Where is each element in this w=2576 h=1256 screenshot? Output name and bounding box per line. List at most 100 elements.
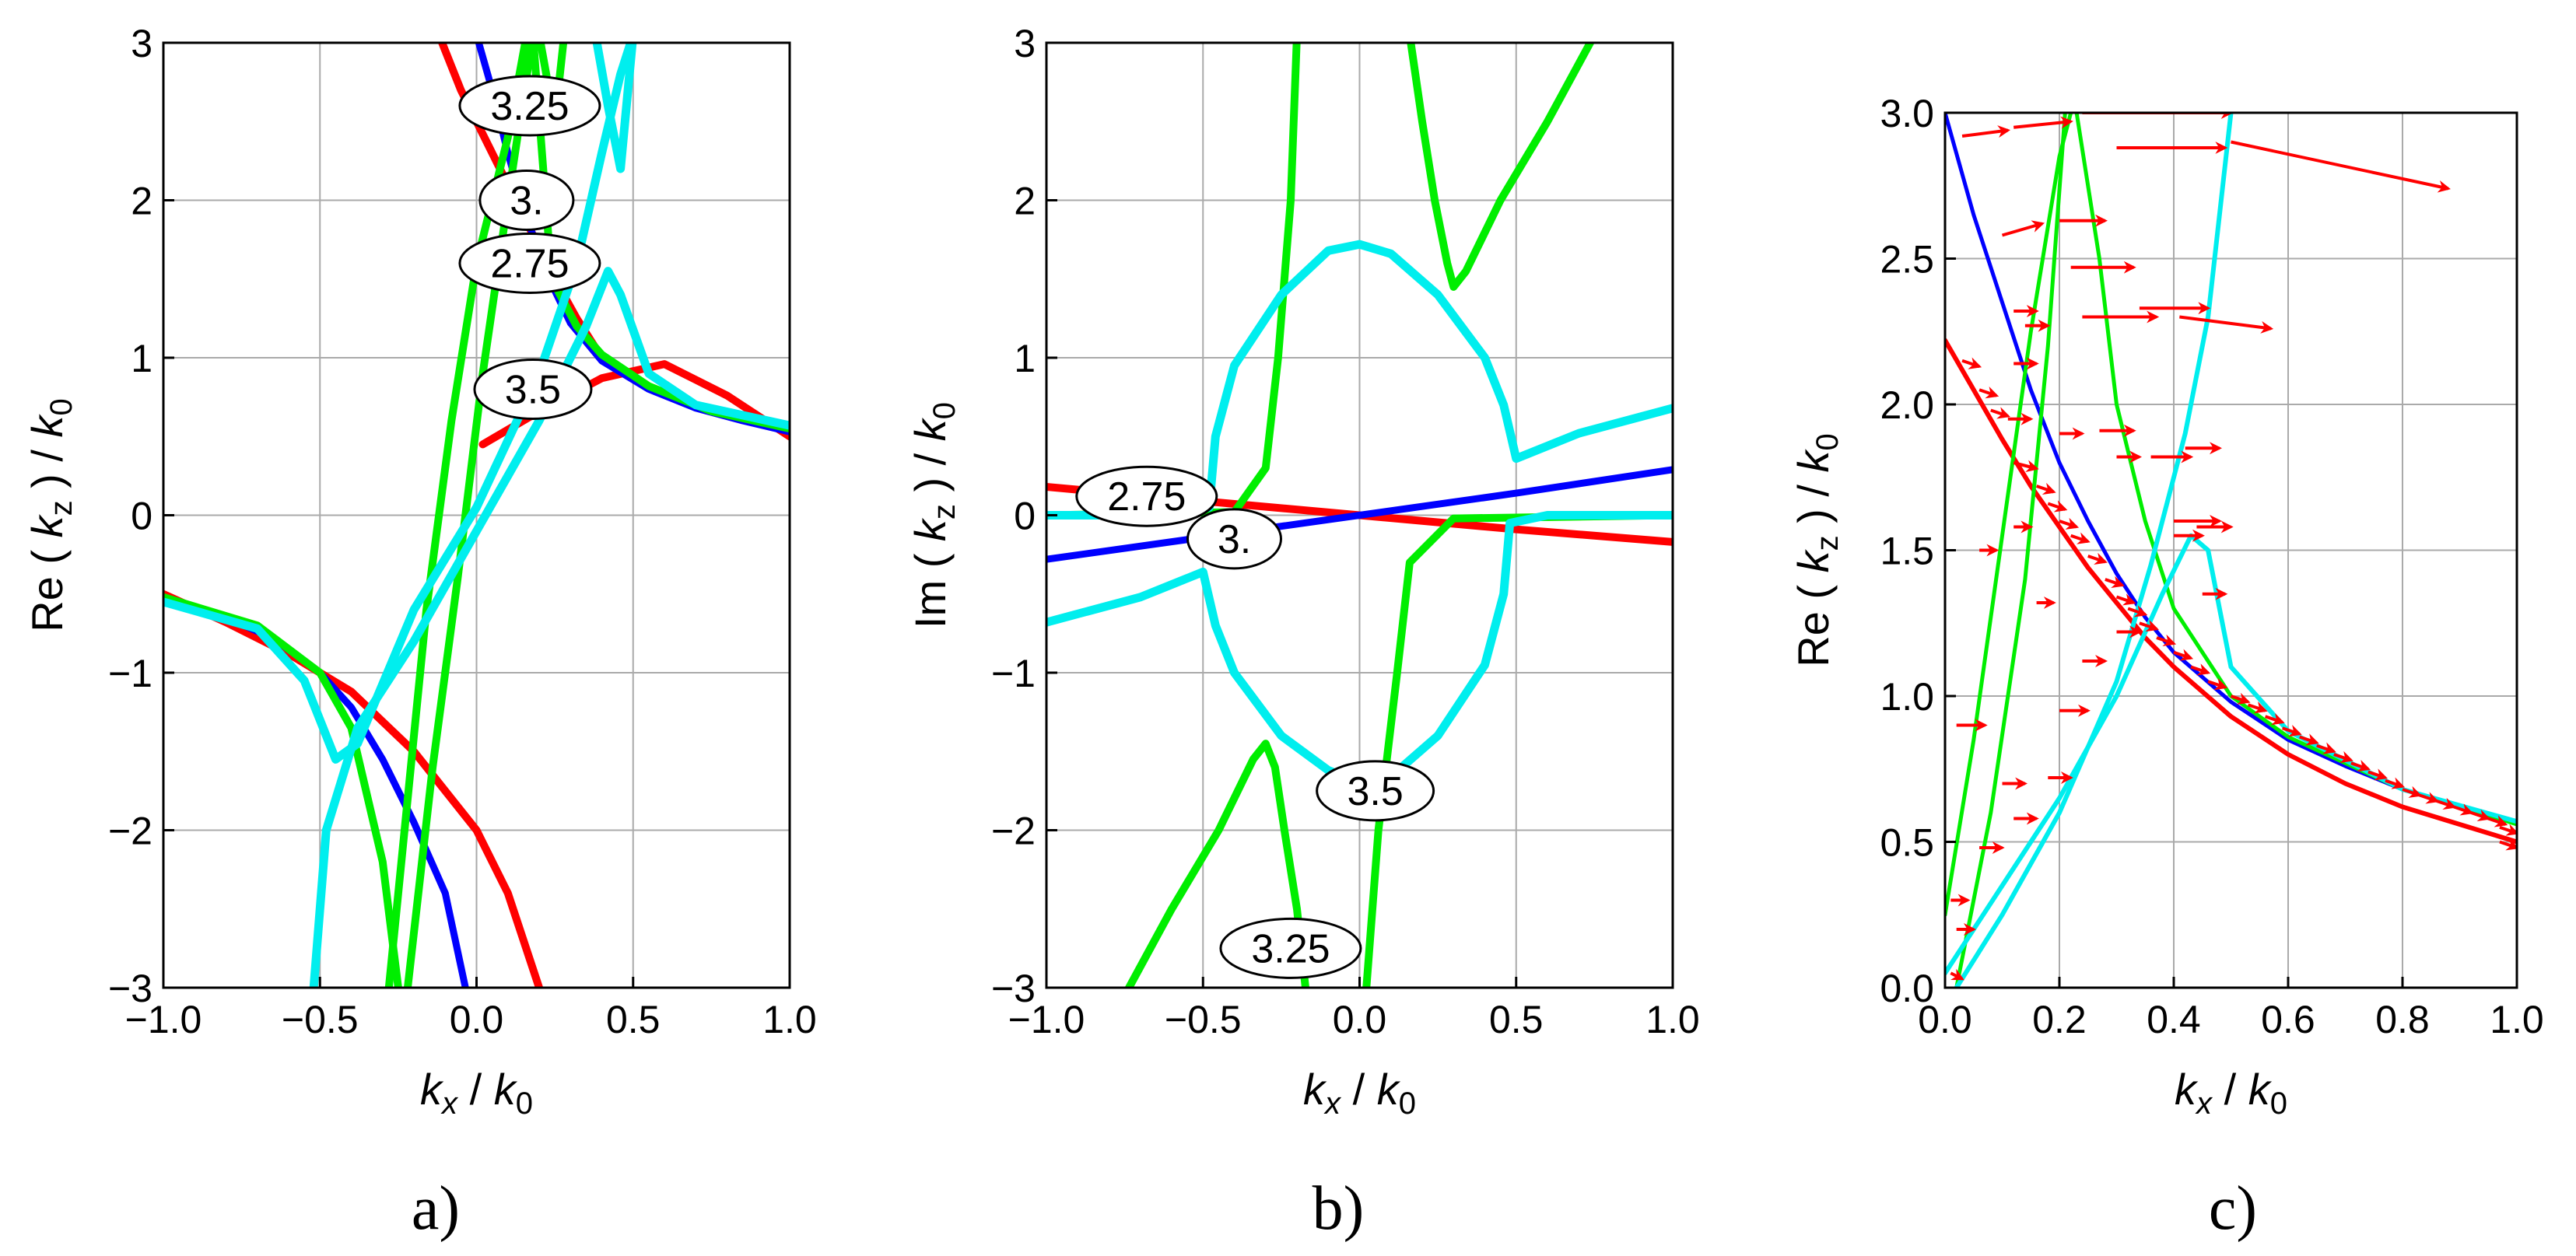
vector-arrow [2499, 838, 2517, 851]
x-axis-label: kx / k0 [420, 1065, 533, 1121]
contour-label-text: 2.75 [490, 242, 569, 287]
x-tick-label: 0.0 [1918, 998, 1972, 1041]
vector-arrow [2436, 797, 2457, 810]
vector-arrow [2207, 678, 2228, 691]
y-tick-label: 1 [131, 337, 152, 380]
vector-arrow [2105, 576, 2125, 588]
vector-arrow [2127, 605, 2148, 618]
contour-label: 3.25 [1219, 917, 1362, 979]
vector-arrow [2453, 803, 2474, 816]
plot-area-c [1945, 113, 2517, 988]
y-tick-label: −3 [108, 967, 152, 1010]
contour-label-ellipse [1075, 465, 1218, 527]
panel-label-b: b) [1313, 1174, 1365, 1243]
x-axis-label: kx / k0 [2175, 1065, 2287, 1121]
x-tick-label: −1.0 [1008, 998, 1085, 1041]
contour-label-text: 3.25 [1251, 926, 1330, 971]
y-tick-label: 2.0 [1880, 383, 1934, 427]
x-tick-label: 0.0 [450, 998, 504, 1041]
x-tick-label: 0.8 [2375, 998, 2430, 1041]
y-tick-label: 2 [1014, 180, 1036, 223]
y-tick-label: −2 [108, 810, 152, 853]
panel-c: 0.0 0.2 0.4 0.6 0.8 1.0 0.0 0.5 1.0 1.5 2.0 2.5 3.0 k… [1789, 92, 2544, 1243]
y-tick-label: 0.0 [1880, 967, 1934, 1010]
y-tick-label: −3 [991, 967, 1036, 1010]
contour-label-text: 3.5 [505, 368, 561, 413]
panel-label-a: a) [412, 1174, 460, 1243]
y-tick-label: 1.5 [1880, 530, 1934, 573]
vector-arrow [2402, 785, 2423, 798]
vector-arrow [2316, 742, 2336, 754]
series-green-line [1362, 511, 1673, 988]
vector-arrow [2487, 815, 2508, 827]
vector-arrow [2230, 692, 2251, 705]
panel-a: −1.0 −0.5 0.0 0.5 1.0 −3 −2 −1 0 1 2 3 kx / k0 Re ( k… [23, 22, 817, 1243]
series-cyan-line [1945, 533, 2517, 976]
plot-area-a [163, 43, 790, 988]
vector-arrow [2087, 552, 2108, 565]
vector-arrow [2385, 777, 2406, 789]
series-green-line [384, 43, 530, 988]
contour-label-ellipse [458, 75, 601, 137]
vector-arrow [2247, 701, 2268, 714]
vector-arrow [1990, 407, 2010, 419]
y-tick-label: −1 [108, 652, 152, 695]
vector-arrow [2282, 725, 2302, 737]
x-tick-label: −0.5 [282, 998, 359, 1041]
vector-arrow [2179, 315, 2274, 334]
panel-b: −1.0 −0.5 0.0 0.5 1.0 −3 −2 −1 0 1 2 3 kx / k0 Im ( k… [906, 22, 1700, 1243]
contour-label-ellipse [478, 170, 575, 231]
contour-label-text: 3. [510, 179, 543, 224]
vector-arrow [2470, 809, 2491, 821]
contour-label-text: 2.75 [1107, 474, 1186, 520]
x-tick-label: 0.6 [2261, 998, 2315, 1041]
y-tick-label: −2 [991, 810, 1036, 853]
x-tick-label: 0.5 [1489, 998, 1544, 1041]
y-tick-label: 1 [1014, 337, 1036, 380]
x-tick-label: −0.5 [1165, 998, 1242, 1041]
series-cyan-line [592, 43, 637, 173]
y-axis-label: Im ( kz ) / k0 [906, 402, 962, 628]
vector-arrow [2156, 634, 2177, 646]
x-tick-label: 1.0 [762, 998, 817, 1041]
y-tick-label: 2.5 [1880, 238, 1934, 282]
series-cyan-line [1954, 113, 2234, 988]
y-tick-label: 0 [1014, 495, 1036, 538]
vector-arrow [2035, 482, 2056, 495]
x-axis-label: kx / k0 [1303, 1065, 1416, 1121]
vector-arrow [2333, 750, 2353, 763]
series-red-line [163, 590, 543, 988]
series-green-line [1954, 113, 2067, 988]
vector-arrow [2264, 713, 2285, 726]
x-tick-label: 0.0 [1333, 998, 1387, 1041]
contour-label-ellipse [1186, 508, 1282, 570]
panel-label-c: c) [2209, 1174, 2257, 1243]
contour-label-ellipse [1316, 760, 1435, 822]
x-tick-label: 1.0 [2490, 998, 2544, 1041]
series-red-line [1945, 338, 2517, 845]
vector-arrow [1961, 357, 1982, 369]
contour-label: 3.5 [473, 359, 593, 420]
contour-label-ellipse [458, 233, 601, 294]
contour-label-ellipse [1219, 917, 1362, 979]
x-tick-label: 0.4 [2147, 998, 2201, 1041]
series-blue-line [1046, 466, 1673, 563]
y-tick-label: 3 [131, 22, 152, 65]
contour-label: 3. [1186, 508, 1282, 570]
vector-arrow [2013, 116, 2073, 129]
vector-arrow [2419, 792, 2440, 804]
vector-arrow [2231, 140, 2451, 193]
vector-arrow [2139, 620, 2159, 632]
contour-label-text: 3.25 [490, 84, 569, 129]
series-green-line [1046, 43, 1301, 520]
vector-arrow [2299, 733, 2319, 746]
vector-arrow [2499, 824, 2517, 836]
vector-arrow [1978, 387, 1999, 399]
contour-label: 2.75 [458, 233, 601, 294]
series-green-line [2074, 113, 2517, 827]
x-tick-label: 0.2 [2032, 998, 2087, 1041]
vector-arrow [2173, 649, 2194, 661]
grid-c [1944, 112, 2518, 988]
contour-label-ellipse [473, 359, 593, 420]
